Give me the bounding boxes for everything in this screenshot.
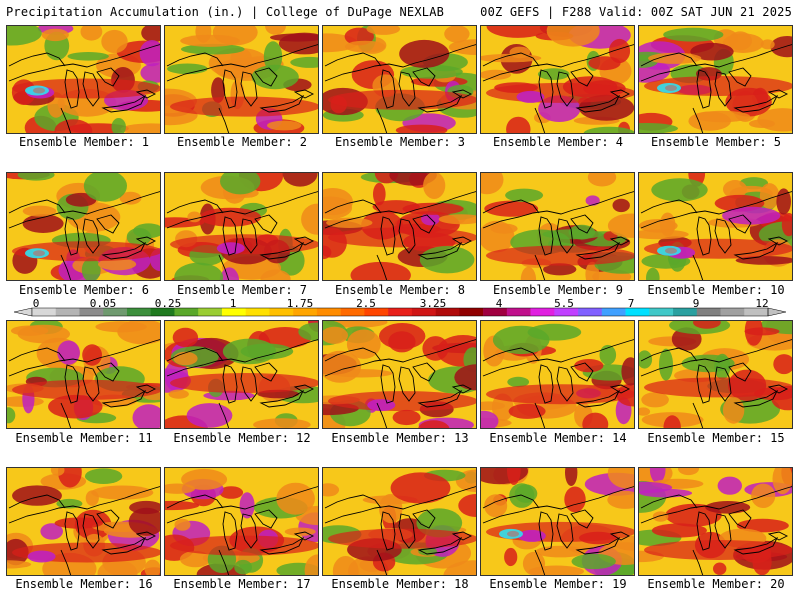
member-label-3: Ensemble Member: 3: [334, 135, 466, 149]
member-map-10: [638, 172, 793, 281]
colorbar-segment: [316, 308, 341, 316]
colorbar-segment: [578, 308, 603, 316]
member-map-6: [6, 172, 161, 281]
member-label-18: Ensemble Member: 18: [331, 577, 469, 591]
member-label-9: Ensemble Member: 9: [492, 283, 624, 297]
colorbar-segment: [340, 308, 365, 316]
colorbar-segment: [673, 308, 698, 316]
member-label-1: Ensemble Member: 1: [18, 135, 150, 149]
colorbar-segment: [126, 308, 152, 316]
colorbar-tick: 0.05: [89, 297, 117, 310]
colorbar-tick: 9: [692, 297, 700, 310]
colorbar-tick: 1.75: [286, 297, 314, 310]
member-map-1: [6, 25, 161, 134]
colorbar-tick: 3.25: [419, 297, 447, 310]
member-label-20: Ensemble Member: 20: [647, 577, 785, 591]
colorbar-segment: [649, 308, 674, 316]
colorbar-tick: 12: [755, 297, 769, 310]
colorbar-segment: [506, 308, 531, 316]
colorbar-segment: [388, 308, 413, 316]
colorbar-segment: [198, 308, 223, 316]
member-map-11: [6, 320, 161, 429]
member-map-20: [638, 467, 793, 576]
colorbar-segment: [625, 308, 650, 316]
member-label-5: Ensemble Member: 5: [650, 135, 782, 149]
colorbar-segment: [221, 308, 246, 316]
colorbar-tick: 7: [627, 297, 635, 310]
member-label-2: Ensemble Member: 2: [176, 135, 308, 149]
colorbar-segment: [601, 308, 626, 316]
member-map-5: [638, 25, 793, 134]
colorbar-segment: [744, 308, 769, 316]
colorbar-segment: [150, 308, 175, 316]
member-label-13: Ensemble Member: 13: [331, 431, 469, 445]
map-title: Precipitation Accumulation (in.) | Colle…: [6, 5, 445, 19]
member-label-4: Ensemble Member: 4: [492, 135, 624, 149]
colorbar-tick: 4: [495, 297, 503, 310]
colorbar-segment: [483, 308, 508, 316]
colorbar-tick: 0: [32, 297, 40, 310]
colorbar-segment: [411, 308, 436, 316]
member-label-19: Ensemble Member: 19: [489, 577, 627, 591]
colorbar-segment: [55, 308, 80, 316]
member-map-17: [164, 467, 319, 576]
member-label-10: Ensemble Member: 10: [647, 283, 785, 297]
colorbar-segment: [696, 308, 721, 316]
member-map-2: [164, 25, 319, 134]
member-map-19: [480, 467, 635, 576]
member-map-14: [480, 320, 635, 429]
colorbar-segment: [32, 308, 57, 316]
colorbar-segment: [459, 308, 484, 316]
colorbar-segment: [364, 308, 389, 316]
colorbar-segment: [79, 308, 104, 316]
member-label-12: Ensemble Member: 12: [173, 431, 311, 445]
colorbar-right-arrow: [767, 307, 786, 317]
colorbar-segment: [435, 308, 460, 316]
member-label-16: Ensemble Member: 16: [15, 577, 153, 591]
precip-colorbar: [14, 307, 786, 317]
colorbar-segment: [245, 308, 270, 316]
colorbar-segment: [174, 308, 199, 316]
colorbar-tick: 2.5: [356, 297, 376, 310]
member-map-7: [164, 172, 319, 281]
colorbar-segment: [293, 308, 318, 316]
colorbar-tick: 0.25: [154, 297, 182, 310]
colorbar-left-arrow: [14, 307, 33, 317]
member-map-12: [164, 320, 319, 429]
member-label-17: Ensemble Member: 17: [173, 577, 311, 591]
model-run-valid-time: 00Z GEFS | F288 Valid: 00Z SAT JUN 21 20…: [480, 5, 792, 19]
colorbar-segment: [269, 308, 294, 316]
member-label-8: Ensemble Member: 8: [334, 283, 466, 297]
member-map-13: [322, 320, 477, 429]
member-map-4: [480, 25, 635, 134]
member-map-16: [6, 467, 161, 576]
colorbar-segment: [103, 308, 128, 316]
member-label-6: Ensemble Member: 6: [18, 283, 150, 297]
member-label-7: Ensemble Member: 7: [176, 283, 308, 297]
colorbar-tick: 5.5: [554, 297, 574, 310]
colorbar-segment: [720, 308, 745, 316]
member-map-3: [322, 25, 477, 134]
member-map-9: [480, 172, 635, 281]
colorbar-segment: [530, 308, 555, 316]
member-map-8: [322, 172, 477, 281]
colorbar-segment: [554, 308, 579, 316]
member-map-15: [638, 320, 793, 429]
colorbar-tick: 1: [229, 297, 237, 310]
member-label-14: Ensemble Member: 14: [489, 431, 627, 445]
member-label-15: Ensemble Member: 15: [647, 431, 785, 445]
member-map-18: [322, 467, 477, 576]
member-label-11: Ensemble Member: 11: [15, 431, 153, 445]
